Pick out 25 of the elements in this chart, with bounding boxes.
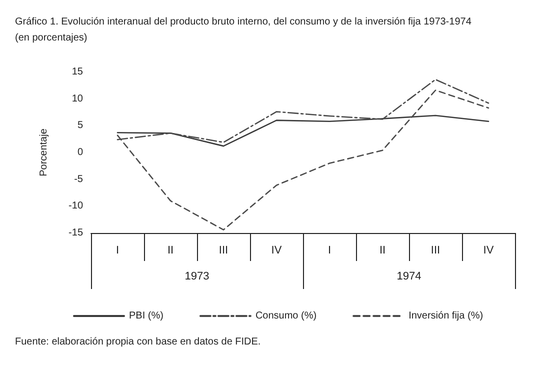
y-tick-label: 15 — [72, 66, 84, 78]
y-tick-label: 0 — [77, 147, 84, 158]
chart-title: Gráfico 1. Evolución interanual del producto bruto interno, del consumo y de la inversión fija 1973-1974 — [15, 16, 472, 28]
y-axis-title: Porcentaje — [38, 128, 50, 176]
x-tick-label: I — [328, 244, 332, 256]
x-tick-label: IV — [483, 244, 494, 256]
text: 1973 — [184, 270, 210, 282]
legend-label: PBI (%) — [129, 310, 164, 322]
text: 1974 — [396, 270, 422, 282]
x-tick-label: III — [218, 244, 228, 256]
x-tick-label: II — [167, 244, 174, 256]
y-tick-label: -15 — [68, 228, 84, 238]
legend-label: Consumo (%) — [255, 310, 317, 322]
x-tick-label: I — [116, 244, 120, 256]
legend-label: Inversión fija (%) — [408, 310, 484, 322]
chart-subtitle: (en porcentajes) — [15, 32, 88, 44]
line-series — [116, 114, 490, 147]
y-tick-label: -10 — [68, 200, 84, 212]
source-note: Fuente: elaboración propia con base en datos de FIDE. — [15, 336, 261, 348]
y-tick-label: 5 — [77, 120, 84, 132]
x-tick-label: III — [430, 244, 440, 256]
y-tick-label: -5 — [74, 174, 84, 185]
y-tick-label: 10 — [72, 93, 84, 104]
x-tick-label: II — [379, 244, 386, 256]
x-tick-label: IV — [271, 244, 282, 256]
